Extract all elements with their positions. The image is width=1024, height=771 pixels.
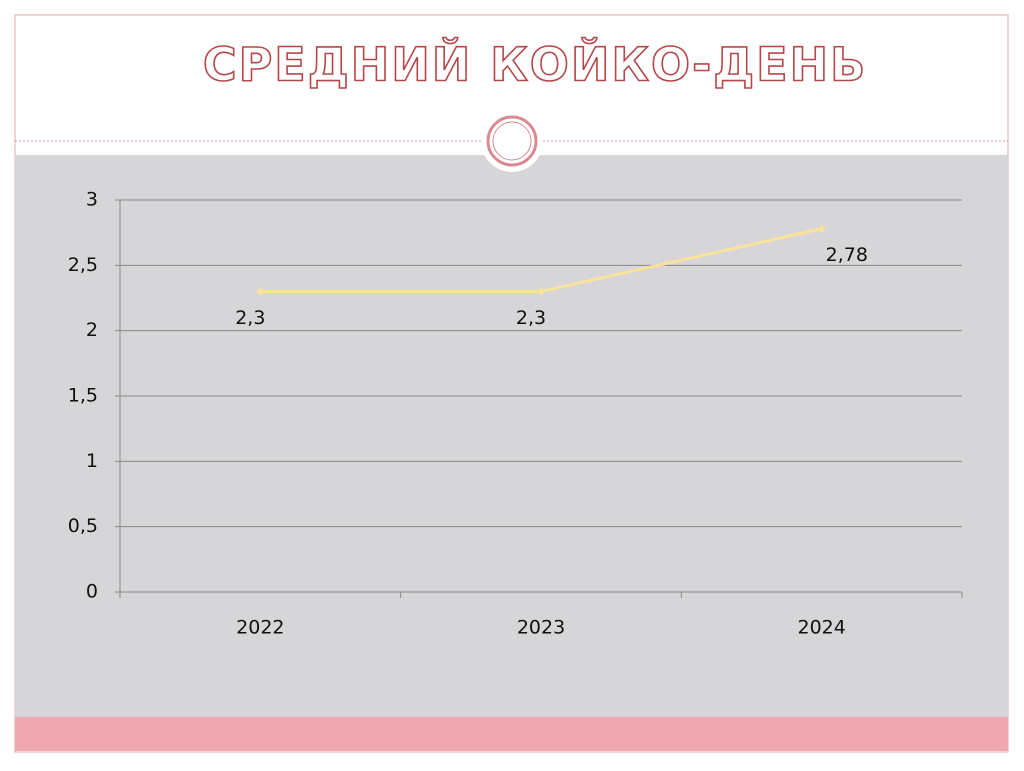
point-marker <box>537 287 545 296</box>
data-label: 2,3 <box>235 307 265 329</box>
x-tick-label: 2023 <box>517 617 565 639</box>
chart-background <box>15 155 1008 717</box>
y-tick-label: 0 <box>86 581 98 603</box>
y-tick-label: 1 <box>86 450 98 472</box>
point-marker <box>817 224 826 233</box>
ornament-inner <box>492 121 532 161</box>
point-marker <box>256 287 265 296</box>
y-tick-label: 0,5 <box>68 515 98 537</box>
y-tick-label: 2 <box>86 319 98 341</box>
y-tick-label: 3 <box>86 189 98 211</box>
x-tick-label: 2024 <box>797 617 845 639</box>
data-label: 2,78 <box>826 244 868 266</box>
footer-band <box>15 717 1008 751</box>
y-tick-label: 1,5 <box>68 385 98 407</box>
chart-title: СРЕДНИЙ КОЙКО-ДЕНЬ <box>203 38 867 92</box>
y-tick-label: 2,5 <box>68 254 98 276</box>
data-label: 2,3 <box>516 307 546 329</box>
x-tick-label: 2022 <box>236 617 284 639</box>
